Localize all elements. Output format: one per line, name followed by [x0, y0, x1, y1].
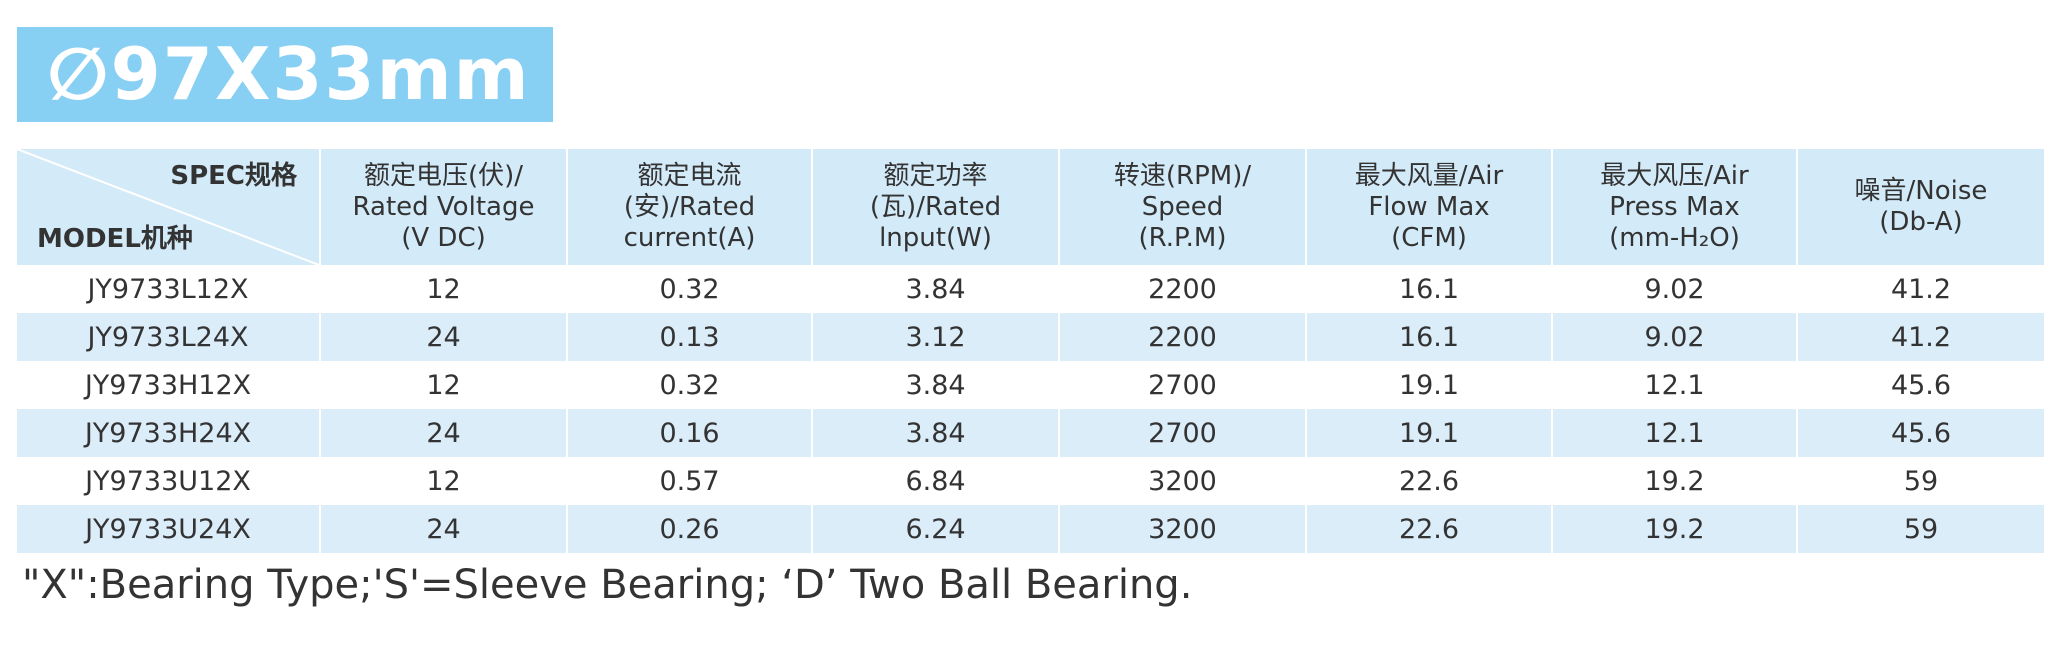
value-cell: 3.12: [813, 313, 1058, 361]
header-cell: 最大风压/Air Press Max (mm-H₂O): [1553, 149, 1796, 265]
header-cell: 额定电流 (安)/Rated current(A): [568, 149, 811, 265]
header-cell: 额定功率 (瓦)/Rated lnput(W): [813, 149, 1058, 265]
header-line: (Db-A): [1879, 207, 1963, 237]
header-line: 转速(RPM)/: [1113, 160, 1252, 191]
header-line: (安)/Rated: [623, 191, 756, 222]
value-cell: 22.6: [1307, 457, 1551, 505]
diagonal-line: [17, 149, 319, 265]
header-line: 最大风量/Air: [1354, 160, 1504, 191]
value-cell: 12: [321, 361, 566, 409]
header-line: 额定电压(伏)/: [363, 160, 524, 191]
value-cell: 2700: [1060, 409, 1305, 457]
header-line: (瓦)/Rated: [869, 191, 1002, 222]
value-cell: 41.2: [1798, 313, 2044, 361]
value-cell: 6.24: [813, 505, 1058, 553]
value-cell: 12: [321, 265, 566, 313]
value-cell: 41.2: [1798, 265, 2044, 313]
value-cell: 3200: [1060, 457, 1305, 505]
value-cell: 45.6: [1798, 361, 2044, 409]
value-cell: 59: [1798, 457, 2044, 505]
value-cell: 19.1: [1307, 409, 1551, 457]
value-cell: 3.84: [813, 361, 1058, 409]
header-line: (CFM): [1391, 222, 1467, 253]
footnote: "X":Bearing Type;'S'=Sleeve Bearing; ‘D’…: [22, 562, 1193, 608]
header-cell: 转速(RPM)/Speed (R.P.M): [1060, 149, 1305, 265]
model-cell: JY9733H12X: [17, 361, 319, 409]
value-cell: 2200: [1060, 313, 1305, 361]
value-cell: 12: [321, 457, 566, 505]
value-cell: 0.13: [568, 313, 811, 361]
header-line: lnput(W): [879, 222, 992, 253]
value-cell: 16.1: [1307, 265, 1551, 313]
value-cell: 22.6: [1307, 505, 1551, 553]
header-cell: 噪音/Noise (Db-A): [1798, 149, 2044, 265]
value-cell: 0.57: [568, 457, 811, 505]
value-cell: 12.1: [1553, 361, 1796, 409]
value-cell: 0.26: [568, 505, 811, 553]
header-line: Speed: [1141, 191, 1224, 222]
model-cell: JY9733L24X: [17, 313, 319, 361]
value-cell: 24: [321, 505, 566, 553]
value-cell: 19.1: [1307, 361, 1551, 409]
header-line: 最大风压/Air: [1600, 160, 1749, 191]
header-line: current(A): [623, 222, 756, 253]
header-line: 噪音/Noise: [1854, 176, 1988, 206]
header-line: (R.P.M): [1138, 222, 1227, 253]
corner-bottom-label: MODEL机种: [37, 224, 193, 254]
model-cell: JY9733L12X: [17, 265, 319, 313]
model-cell: JY9733U24X: [17, 505, 319, 553]
value-cell: 19.2: [1553, 505, 1796, 553]
diagonal: [17, 149, 319, 265]
value-cell: 45.6: [1798, 409, 2044, 457]
value-cell: 3.84: [813, 409, 1058, 457]
header-cell: 最大风量/Air Flow Max (CFM): [1307, 149, 1551, 265]
value-cell: 0.32: [568, 361, 811, 409]
value-cell: 12.1: [1553, 409, 1796, 457]
header-line: 额定电流: [637, 160, 742, 191]
header-line: Flow Max: [1368, 191, 1490, 222]
model-cell: JY9733U12X: [17, 457, 319, 505]
header-line: (mm-H₂O): [1609, 222, 1740, 253]
value-cell: 9.02: [1553, 313, 1796, 361]
value-cell: 9.02: [1553, 265, 1796, 313]
header-cell: 额定电压(伏)/Rated Voltage (V DC): [321, 149, 566, 265]
value-cell: 6.84: [813, 457, 1058, 505]
corner-top-label: SPEC规格: [170, 161, 297, 191]
value-cell: 3.84: [813, 265, 1058, 313]
value-cell: 24: [321, 409, 566, 457]
value-cell: 24: [321, 313, 566, 361]
value-cell: 19.2: [1553, 457, 1796, 505]
value-cell: 59: [1798, 505, 2044, 553]
header-line: Press Max: [1609, 191, 1740, 222]
header-line: (V DC): [401, 222, 486, 253]
title: ∅97X33mm: [17, 27, 553, 122]
corner-cell: SPEC规格 MODEL机种: [17, 149, 319, 265]
value-cell: 3200: [1060, 505, 1305, 553]
value-cell: 2700: [1060, 361, 1305, 409]
value-cell: 0.32: [568, 265, 811, 313]
value-cell: 2200: [1060, 265, 1305, 313]
model-cell: JY9733H24X: [17, 409, 319, 457]
value-cell: 16.1: [1307, 313, 1551, 361]
header-line: Rated Voltage: [352, 191, 535, 222]
value-cell: 0.16: [568, 409, 811, 457]
header-line: 额定功率: [883, 160, 988, 191]
